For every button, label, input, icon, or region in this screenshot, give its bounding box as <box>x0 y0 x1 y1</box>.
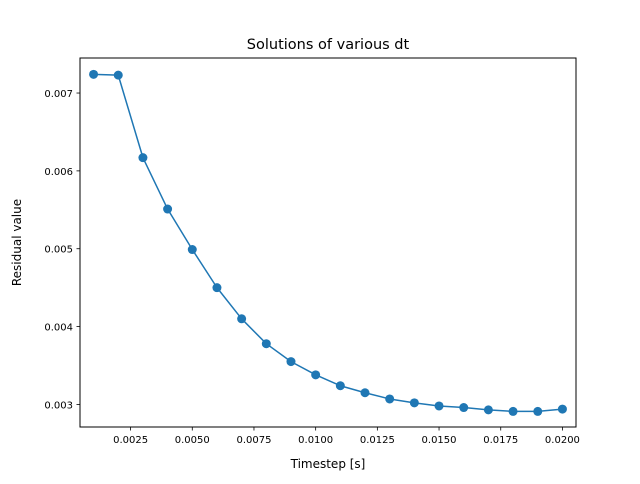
x-tick-label: 0.0050 <box>175 435 210 446</box>
y-tick-label: 0.005 <box>44 245 73 256</box>
x-tick-label: 0.0150 <box>422 435 457 446</box>
y-axis-ticks: 0.003 0.004 0.005 0.006 0.007 <box>44 89 80 411</box>
data-point <box>113 70 123 80</box>
data-point <box>89 69 99 79</box>
data-point <box>483 405 493 415</box>
data-point <box>237 314 247 324</box>
data-point <box>533 406 543 416</box>
x-axis-ticks: 0.0025 0.0050 0.0075 0.0100 0.0125 0.0150 0.01… <box>113 427 580 446</box>
data-point <box>385 394 395 404</box>
x-tick-label: 0.0200 <box>545 435 580 446</box>
data-point <box>138 153 148 163</box>
x-tick-label: 0.0075 <box>236 435 271 446</box>
data-point <box>508 406 518 416</box>
data-point <box>212 283 222 293</box>
data-point <box>286 357 296 367</box>
y-tick-label: 0.007 <box>44 89 73 100</box>
y-tick-label: 0.006 <box>44 167 73 178</box>
y-axis-label: Residual value <box>10 199 24 286</box>
data-point <box>187 245 197 255</box>
plot-frame <box>79 57 577 428</box>
data-point <box>459 403 469 413</box>
data-point <box>311 370 321 380</box>
data-point <box>557 404 567 414</box>
data-point <box>335 381 345 391</box>
data-point <box>360 388 370 398</box>
chart-title: Solutions of various dt <box>247 37 410 53</box>
data-point <box>409 398 419 408</box>
data-point <box>434 401 444 411</box>
x-tick-label: 0.0100 <box>298 435 333 446</box>
x-tick-label: 0.0125 <box>360 435 395 446</box>
x-tick-label: 0.0175 <box>483 435 518 446</box>
x-tick-label: 0.0025 <box>113 435 148 446</box>
data-point <box>261 339 271 349</box>
series-layer <box>89 69 567 416</box>
data-point <box>163 204 173 214</box>
y-tick-label: 0.004 <box>44 323 73 334</box>
y-tick-label: 0.003 <box>44 400 73 411</box>
x-axis-label: Timestep [s] <box>290 457 366 471</box>
